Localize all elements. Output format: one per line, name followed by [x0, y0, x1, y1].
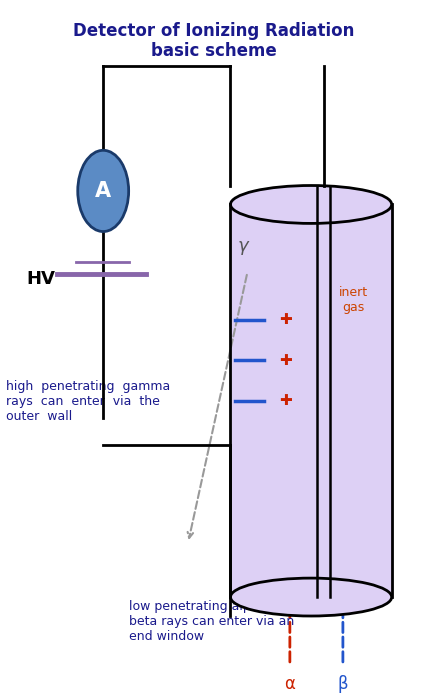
Text: high  penetrating  gamma
rays  can  enter  via  the
outer  wall: high penetrating gamma rays can enter vi… [6, 380, 170, 423]
Bar [230, 204, 391, 597]
Text: Detector of Ionizing Radiation
basic scheme: Detector of Ionizing Radiation basic sch… [73, 22, 353, 60]
Text: HV: HV [27, 270, 55, 288]
Ellipse shape [230, 578, 391, 616]
Text: low penetrating alpha and
beta rays can enter via an
end window: low penetrating alpha and beta rays can … [128, 600, 293, 644]
Circle shape [78, 150, 128, 231]
Text: ✚: ✚ [279, 312, 291, 327]
Text: A: A [95, 181, 111, 201]
Text: ✚: ✚ [279, 352, 291, 368]
Text: α: α [284, 675, 295, 693]
Ellipse shape [230, 578, 391, 616]
Text: γ: γ [237, 237, 248, 255]
Text: β: β [337, 675, 347, 693]
Ellipse shape [230, 186, 391, 223]
Text: ✚: ✚ [279, 393, 291, 408]
Text: inert
gas: inert gas [338, 286, 367, 313]
